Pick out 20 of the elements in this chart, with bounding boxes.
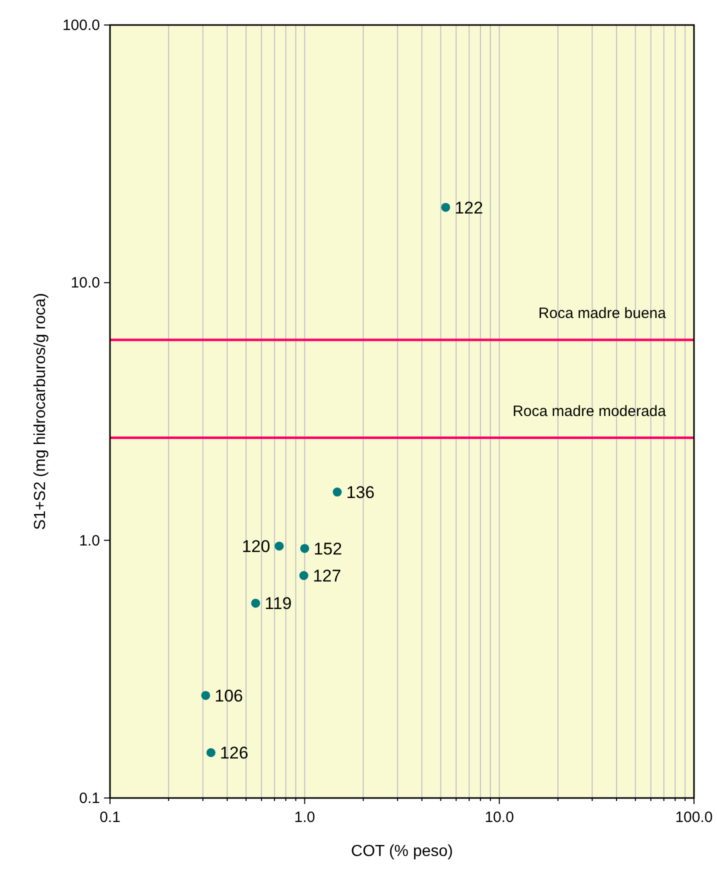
- x-tick-label: 1.0: [294, 809, 316, 826]
- x-tick-label: 0.1: [100, 809, 120, 826]
- y-axis-title: S1+S2 (mg hidrocarburos/g roca): [32, 293, 49, 530]
- annotation: 126: [220, 744, 248, 763]
- ref-line-label: Roca madre moderada: [512, 402, 667, 420]
- x-tick-label: 100.0: [675, 809, 713, 826]
- annotation: 106: [214, 686, 244, 706]
- ref-line-label: Roca madre buena: [538, 304, 667, 322]
- annotation: 122: [454, 198, 484, 218]
- annotation: 152: [314, 539, 342, 558]
- y-tick-label: 100.0: [62, 17, 100, 34]
- x-tick-label: 10.0: [484, 809, 514, 826]
- y-tick-label: 0.1: [79, 790, 100, 807]
- x-axis-title: COT (% peso): [351, 843, 453, 860]
- annotation: 136: [346, 483, 375, 502]
- annotation: 127: [312, 566, 342, 586]
- y-tick-label: 1.0: [79, 532, 100, 550]
- annotation: 119: [264, 594, 292, 614]
- y-tick-label: 10.0: [70, 274, 100, 292]
- annotation: 120: [242, 537, 270, 556]
